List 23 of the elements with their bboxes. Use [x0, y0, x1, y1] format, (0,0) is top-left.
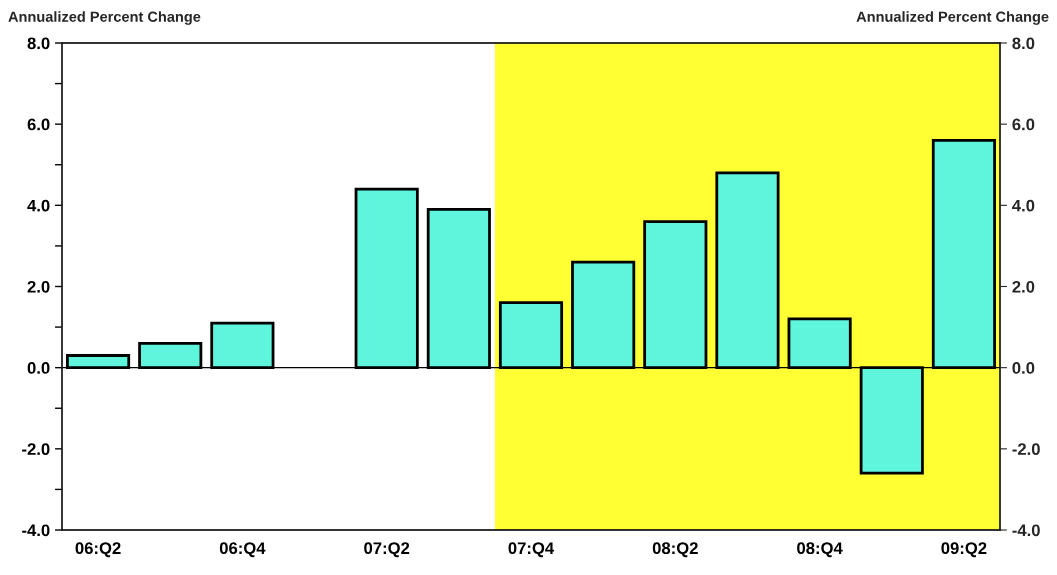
x-tick-label: 07:Q4 [508, 542, 555, 558]
y-tick-label: 2.0 [27, 280, 50, 293]
x-tick-label: 07:Q2 [364, 542, 410, 558]
y-tick-label: 0.0 [27, 362, 50, 374]
y2-tick-label: -4.0 [1012, 524, 1040, 537]
y-axis-title: Annualized Percent Change [8, 11, 201, 25]
x-tick-label: 06:Q2 [75, 542, 121, 558]
y-tick-label: 6.0 [27, 118, 50, 131]
x-tick-label: 08:Q2 [652, 542, 698, 558]
y2-tick-label: -2.0 [1012, 443, 1040, 456]
x-tick-label: 06:Q4 [219, 542, 266, 558]
y-tick-label: -4.0 [22, 524, 50, 537]
y2-tick-label: 6.0 [1012, 118, 1035, 131]
y2-tick-label: 2.0 [1012, 280, 1035, 293]
y-tick-label: 4.0 [27, 199, 50, 212]
y2-tick-label: 8.0 [1012, 37, 1035, 50]
y2-tick-label: 4.0 [1012, 199, 1035, 212]
y2-tick-label: 0.0 [1012, 362, 1035, 374]
y-tick-label: 8.0 [27, 37, 50, 50]
y2-axis-title: Annualized Percent Change [856, 11, 1049, 25]
x-tick-label: 09:Q2 [941, 542, 987, 558]
y-tick-label: -2.0 [22, 443, 50, 456]
x-tick-label: 08:Q4 [797, 542, 843, 558]
